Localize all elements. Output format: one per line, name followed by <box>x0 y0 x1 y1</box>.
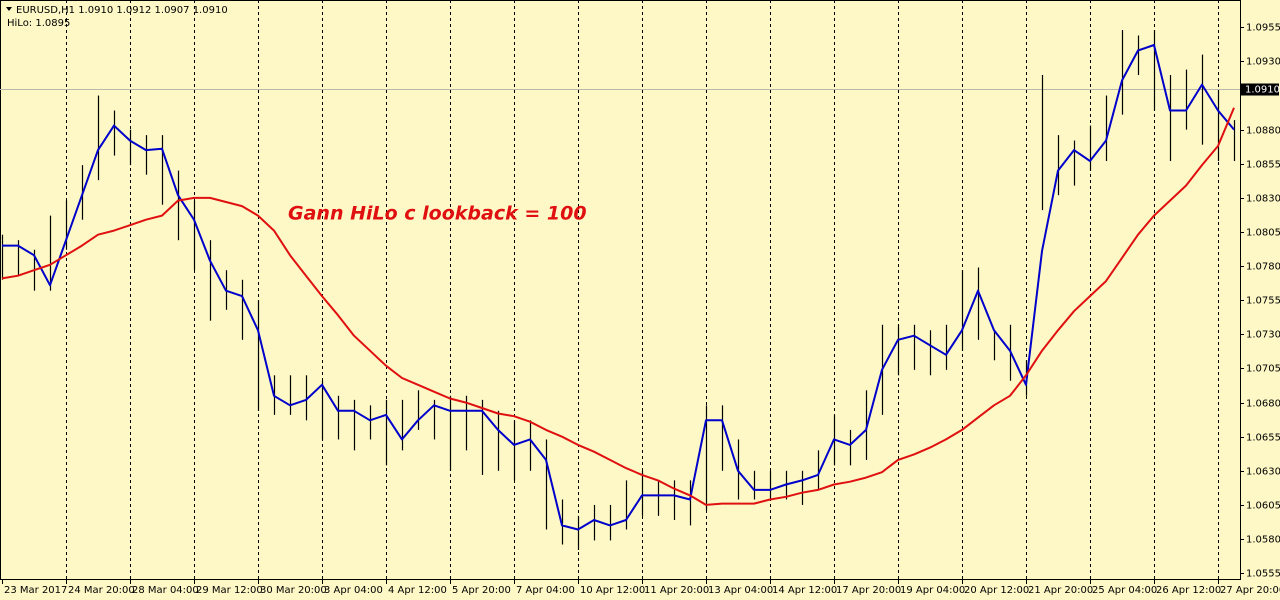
y-tick-label: 1.0930 <box>1246 57 1280 68</box>
x-tick-label: 17 Apr 20:00 <box>836 585 901 596</box>
x-tick-label: 10 Apr 12:00 <box>580 585 645 596</box>
y-tick-label: 1.0705 <box>1246 364 1280 375</box>
y-tick-label: 1.0755 <box>1246 296 1280 307</box>
x-tick-label: 14 Apr 12:00 <box>772 585 837 596</box>
y-tick-label: 1.0655 <box>1246 433 1280 444</box>
x-tick-label: 5 Apr 20:00 <box>452 585 511 596</box>
annotation: Gann HiLo c lookback = 100 <box>288 203 587 225</box>
last-price-box <box>1241 83 1279 96</box>
y-tick-label: 1.0830 <box>1246 194 1280 205</box>
x-tick-label: 23 Mar 2017 <box>4 585 67 596</box>
y-tick-label: 1.0730 <box>1246 330 1280 341</box>
x-tick-label: 20 Apr 12:00 <box>964 585 1029 596</box>
x-tick-label: 3 Apr 04:00 <box>324 585 383 596</box>
x-tick-label: 11 Apr 20:00 <box>644 585 709 596</box>
indicator-header: HiLo: 1.0895 <box>7 18 70 29</box>
x-tick-label: 7 Apr 04:00 <box>516 585 575 596</box>
header-icon <box>6 7 12 11</box>
y-tick-label: 1.0605 <box>1246 501 1280 512</box>
x-tick-label: 24 Mar 20:00 <box>68 585 135 596</box>
y-tick-label: 1.0555 <box>1246 569 1280 580</box>
x-tick-label: 4 Apr 12:00 <box>388 585 447 596</box>
x-tick-label: 13 Apr 04:00 <box>708 585 773 596</box>
chart-header: EURUSD,H1 1.0910 1.0912 1.0907 1.0910 <box>16 5 228 16</box>
y-tick-label: 1.0630 <box>1246 467 1280 478</box>
plot-frame <box>0 0 1241 580</box>
last-price-label: 1.0910 <box>1245 85 1280 96</box>
y-tick-label: 1.0680 <box>1246 399 1280 410</box>
indicator-line <box>2 44 1235 531</box>
x-tick-label: 25 Apr 04:00 <box>1092 585 1157 596</box>
x-tick-label: 30 Mar 20:00 <box>260 585 327 596</box>
y-tick-label: 1.0955 <box>1246 23 1280 34</box>
y-tick-label: 1.0880 <box>1246 126 1280 137</box>
x-tick-label: 27 Apr 20:00 <box>1220 585 1280 596</box>
x-tick-label: 21 Apr 20:00 <box>1028 585 1093 596</box>
x-tick-label: 19 Apr 04:00 <box>900 585 965 596</box>
y-tick-label: 1.0580 <box>1246 535 1280 546</box>
y-tick-label: 1.0855 <box>1246 160 1280 171</box>
y-tick-label: 1.0780 <box>1246 262 1280 273</box>
y-tick-label: 1.0805 <box>1246 228 1280 239</box>
indicator-line <box>1 107 1235 506</box>
x-tick-label: 26 Apr 12:00 <box>1156 585 1221 596</box>
x-tick-label: 29 Mar 12:00 <box>196 585 263 596</box>
x-tick-label: 28 Mar 04:00 <box>132 585 199 596</box>
